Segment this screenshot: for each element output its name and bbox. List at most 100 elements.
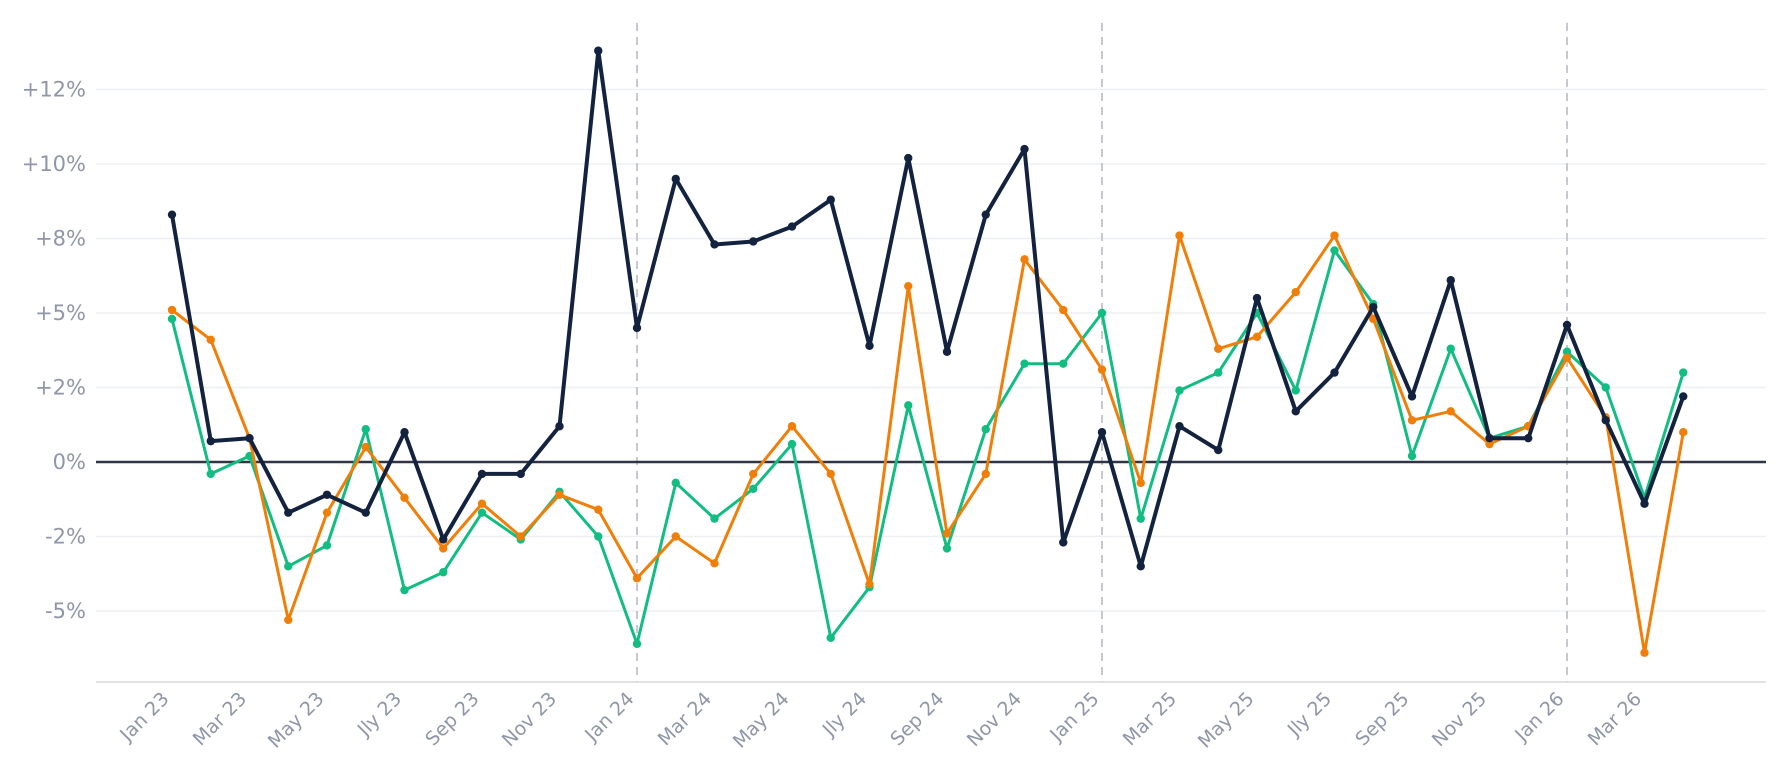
data-point <box>167 210 177 219</box>
x-tick-label: Jan 23 <box>115 688 173 746</box>
data-point <box>1291 287 1300 297</box>
data-point <box>1524 433 1533 443</box>
x-tick-label: Jly 25 <box>1283 688 1336 741</box>
data-point <box>1679 428 1688 437</box>
data-point <box>555 422 564 431</box>
y-tick-label: +8% <box>35 227 86 251</box>
y-tick-label: 0% <box>53 450 86 474</box>
data-point <box>710 240 719 249</box>
data-point <box>1059 359 1068 368</box>
data-point <box>942 544 952 553</box>
x-tick-label: Jan 24 <box>580 688 638 746</box>
x-tick-label: May 23 <box>264 688 329 753</box>
data-point <box>1214 344 1223 353</box>
x-axis-ticks: Jan 23 Mar 23 May 23 Jly 23 Sep 23 Nov 23 Jan … <box>115 688 1646 753</box>
data-point <box>904 153 913 163</box>
x-tick-label: Sep 25 <box>1351 688 1413 750</box>
x-tick-label: Sep 23 <box>421 688 483 750</box>
data-point <box>400 428 409 437</box>
data-point <box>1330 231 1339 240</box>
data-point <box>516 532 525 541</box>
data-point <box>1679 392 1688 401</box>
data-point <box>1020 359 1029 368</box>
data-point <box>477 508 487 517</box>
data-point <box>1291 386 1300 395</box>
data-point <box>904 281 913 291</box>
data-point <box>284 508 293 517</box>
data-point <box>826 195 835 204</box>
x-tick-label: Mar 23 <box>189 688 251 750</box>
data-point <box>1059 305 1068 315</box>
x-tick-label: Mar 24 <box>654 688 716 750</box>
grid-lines <box>96 88 1766 612</box>
series-line <box>170 234 1685 655</box>
data-point <box>400 493 409 502</box>
x-tick-label: Jan 26 <box>1510 688 1568 746</box>
data-point <box>749 469 758 479</box>
data-point <box>1485 439 1494 449</box>
data-point <box>671 478 680 488</box>
x-tick-label: Nov 23 <box>498 688 561 751</box>
data-point <box>167 314 177 324</box>
data-point <box>942 529 952 538</box>
data-point <box>1562 353 1572 362</box>
data-point <box>477 469 487 479</box>
data-point <box>1175 386 1184 395</box>
data-point <box>749 484 758 494</box>
data-point <box>167 305 177 315</box>
data-point <box>1330 246 1339 255</box>
series-2 <box>167 246 1688 648</box>
data-point <box>1136 514 1145 523</box>
x-tick-label: Jan 25 <box>1045 688 1103 746</box>
data-point <box>1020 144 1029 154</box>
data-point <box>322 541 332 550</box>
data-point <box>1059 538 1068 547</box>
data-point <box>826 469 835 479</box>
data-point <box>1640 499 1649 508</box>
data-point <box>439 535 448 544</box>
data-point <box>710 559 719 568</box>
data-point <box>1407 416 1417 425</box>
data-point <box>594 532 603 541</box>
y-tick-label: +5% <box>35 301 86 325</box>
data-point <box>1562 320 1572 330</box>
data-point <box>400 585 409 595</box>
y-tick-label: +2% <box>35 376 86 400</box>
data-point <box>1446 344 1455 353</box>
data-point <box>787 422 797 431</box>
data-point <box>361 425 370 434</box>
data-point <box>477 499 487 508</box>
data-point <box>1252 332 1262 342</box>
data-point <box>322 508 332 517</box>
data-point <box>322 490 332 499</box>
data-point <box>1369 302 1378 312</box>
x-tick-label: Mar 25 <box>1119 688 1181 750</box>
data-point <box>1369 314 1378 324</box>
data-point <box>942 347 952 356</box>
data-point <box>787 222 797 231</box>
y-tick-label: -2% <box>45 525 86 549</box>
data-point <box>1097 365 1107 374</box>
data-point <box>1252 293 1262 303</box>
data-point <box>1175 231 1184 240</box>
data-point <box>1330 368 1339 377</box>
y-tick-label: +12% <box>22 78 86 102</box>
data-point <box>981 210 990 219</box>
data-point <box>981 425 990 434</box>
data-point <box>1446 276 1455 285</box>
y-tick-label: -5% <box>45 599 86 623</box>
data-point <box>1136 562 1145 571</box>
data-point <box>1601 416 1610 425</box>
data-point <box>1291 407 1300 416</box>
x-tick-label: Sep 24 <box>886 688 948 750</box>
data-point <box>1097 428 1107 437</box>
data-point <box>594 46 603 55</box>
data-point <box>865 579 874 589</box>
data-point <box>787 439 797 449</box>
series-1 <box>167 231 1688 657</box>
data-point <box>865 341 874 350</box>
x-tick-label: Mar 26 <box>1584 688 1646 750</box>
data-point <box>206 335 215 345</box>
